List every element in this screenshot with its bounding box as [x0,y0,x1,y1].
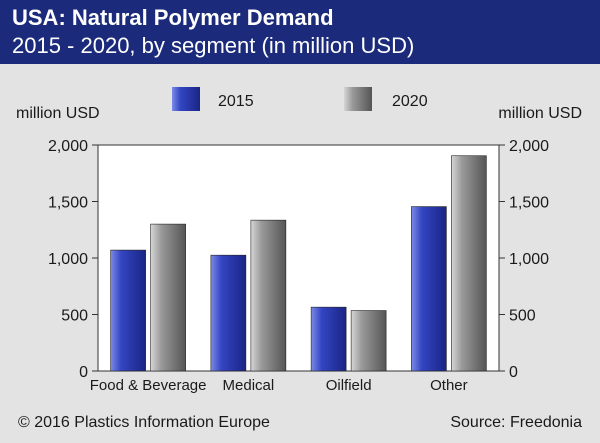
legend-label-2015: 2015 [218,93,254,110]
y-axis-right: 0 500 1,000 1,500 2,000 [499,138,549,381]
bar-2015-2 [310,306,347,372]
y-tick-label-right: 500 [509,308,536,325]
x-tick-label: Food & Beverage [90,377,207,394]
y-tick-label-right: 1,000 [509,251,549,268]
x-tick-label: Other [430,377,468,394]
bar-2020-1 [250,219,287,372]
y-tick-label-left: 2,000 [48,138,88,155]
chart-header: USA: Natural Polymer Demand 2015 - 2020,… [0,0,600,64]
y-axis-label-right: million USD [498,105,582,122]
y-tick-label-left: 1,500 [48,195,88,212]
y-tick-label-left: 1,000 [48,251,88,268]
y-tick-label-right: 0 [509,364,518,381]
bar-2020-0 [150,223,186,372]
x-tick-label: Medical [223,377,275,394]
bar-2015-3 [411,206,447,372]
y-tick-label-left: 0 [79,364,88,381]
legend-swatch-2020 [344,87,372,111]
bar-chart: million USD million USD 2015 2020 0 500 1,… [16,87,582,394]
y-tick-label-right: 1,500 [509,195,549,212]
bar-2015-0 [110,249,146,372]
bar-2020-3 [451,155,487,372]
bars [110,155,487,372]
x-axis: Food & Beverage Medical Oilfield Other [90,377,468,394]
copyright-note: © 2016 Plastics Information Europe [18,414,270,431]
chart-subtitle: 2015 - 2020, by segment (in million USD) [12,33,415,58]
y-tick-label-right: 2,000 [509,138,549,155]
bar-2015-1 [210,254,247,372]
legend-label-2020: 2020 [392,93,428,110]
legend: 2015 2020 [172,87,428,111]
y-axis-left: 0 500 1,000 1,500 2,000 [48,138,98,381]
source-note: Source: Freedonia [450,414,582,431]
legend-swatch-2015 [172,87,200,111]
x-tick-label: Oilfield [326,377,372,394]
y-axis-label-left: million USD [16,105,100,122]
y-tick-label-left: 500 [61,308,88,325]
chart-title: USA: Natural Polymer Demand [12,5,334,30]
bar-2020-2 [350,310,387,372]
